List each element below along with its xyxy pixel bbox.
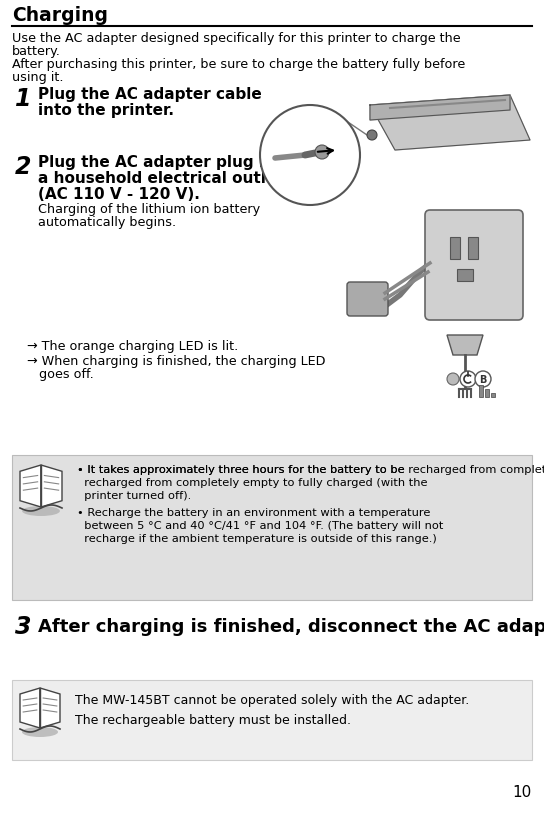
Text: recharge if the ambient temperature is outside of this range.): recharge if the ambient temperature is o… (77, 534, 437, 544)
Text: Plug the AC adapter cable: Plug the AC adapter cable (38, 87, 262, 102)
Text: between 5 °C and 40 °C/41 °F and 104 °F. (The battery will not: between 5 °C and 40 °C/41 °F and 104 °F.… (77, 521, 443, 531)
Text: B: B (479, 375, 487, 385)
Ellipse shape (22, 727, 58, 737)
Polygon shape (20, 465, 41, 507)
Circle shape (460, 371, 476, 387)
Text: goes off.: goes off. (39, 368, 94, 381)
Circle shape (315, 145, 329, 159)
Text: • It takes approximately three hours for the battery to be: • It takes approximately three hours for… (77, 465, 405, 475)
Text: Charging of the lithium ion battery: Charging of the lithium ion battery (38, 203, 260, 216)
Circle shape (367, 130, 377, 140)
Polygon shape (20, 688, 40, 728)
Text: (AC 110 V - 120 V).: (AC 110 V - 120 V). (38, 187, 200, 202)
Text: using it.: using it. (12, 71, 64, 84)
Text: 3: 3 (15, 615, 32, 639)
Circle shape (447, 373, 459, 385)
Bar (457, 269, 473, 281)
Text: recharged from completely empty to fully charged (with the: recharged from completely empty to fully… (77, 478, 428, 488)
Bar (485, 389, 489, 397)
Polygon shape (447, 335, 483, 355)
Bar (468, 237, 478, 259)
Text: Plug the AC adapter plug into: Plug the AC adapter plug into (38, 155, 293, 170)
Circle shape (260, 105, 360, 205)
Text: printer turned off).: printer turned off). (77, 491, 191, 501)
FancyBboxPatch shape (425, 210, 523, 320)
Text: After purchasing this printer, be sure to charge the battery fully before: After purchasing this printer, be sure t… (12, 58, 465, 71)
Polygon shape (370, 95, 510, 120)
Text: After charging is finished, disconnect the AC adapter.: After charging is finished, disconnect t… (38, 618, 544, 636)
Bar (491, 393, 495, 397)
Text: • It takes approximately three hours for the battery to be recharged from comple: • It takes approximately three hours for… (77, 465, 544, 475)
Text: battery.: battery. (12, 45, 61, 58)
Text: Charging: Charging (12, 6, 108, 25)
Bar (12, 455, 532, 600)
Bar (12, 680, 532, 760)
Text: → When charging is finished, the charging LED: → When charging is finished, the chargin… (27, 355, 325, 368)
Text: a household electrical outlet: a household electrical outlet (38, 171, 283, 186)
Circle shape (475, 371, 491, 387)
Polygon shape (370, 95, 530, 150)
Text: → The orange charging LED is lit.: → The orange charging LED is lit. (27, 340, 238, 353)
Polygon shape (41, 465, 62, 507)
Text: • Recharge the battery in an environment with a temperature: • Recharge the battery in an environment… (77, 508, 430, 518)
Text: 10: 10 (513, 785, 532, 800)
Text: The MW-145BT cannot be operated solely with the AC adapter.
The rechargeable bat: The MW-145BT cannot be operated solely w… (75, 694, 469, 727)
Bar (479, 385, 483, 397)
Polygon shape (40, 688, 60, 728)
Text: into the printer.: into the printer. (38, 103, 174, 118)
Text: Use the AC adapter designed specifically for this printer to charge the: Use the AC adapter designed specifically… (12, 32, 461, 45)
FancyBboxPatch shape (347, 282, 388, 316)
Text: 1: 1 (15, 87, 32, 111)
Ellipse shape (22, 506, 60, 516)
Text: 2: 2 (15, 155, 32, 179)
Text: automatically begins.: automatically begins. (38, 216, 176, 229)
Bar (450, 237, 460, 259)
